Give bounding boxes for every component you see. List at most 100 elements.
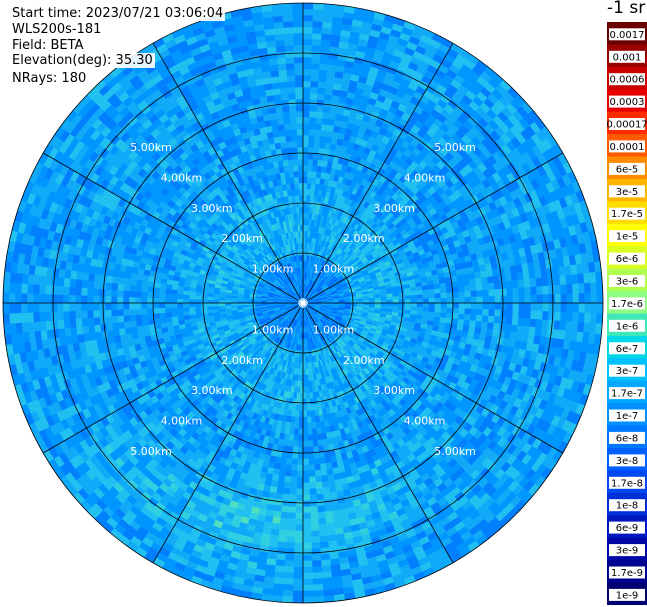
- heatmap-cell: [277, 475, 286, 483]
- heatmap-cell: [578, 283, 586, 294]
- heatmap-cell: [302, 182, 308, 190]
- heatmap-cell: [374, 302, 382, 306]
- heatmap-cell: [398, 306, 406, 311]
- heatmap-cell: [464, 308, 472, 315]
- heatmap-cell: [547, 276, 555, 287]
- heatmap-cell: [410, 290, 417, 296]
- heatmap-cell: [434, 302, 442, 309]
- heatmap-cell: [302, 176, 308, 184]
- heatmap-cell: [554, 311, 562, 322]
- heatmap-cell: [392, 299, 400, 304]
- heatmap-cell: [305, 392, 310, 400]
- heatmap-cell: [488, 296, 496, 304]
- heatmap-cell: [410, 298, 418, 304]
- heatmap-cell: [307, 440, 314, 448]
- heatmap-cell: [277, 535, 287, 543]
- heatmap-cell: [302, 74, 312, 82]
- heatmap-cell: [302, 410, 308, 418]
- heatmap-cell: [506, 288, 514, 297]
- heatmap-cell: [299, 392, 304, 400]
- heatmap-cell: [446, 297, 454, 304]
- heatmap-cell: [286, 524, 296, 532]
- heatmap-cell: [275, 553, 286, 561]
- heatmap-cell: [316, 499, 325, 507]
- heatmap-cell: [311, 428, 318, 435]
- heatmap-cell: [319, 541, 329, 549]
- heatmap-cell: [311, 434, 318, 441]
- heatmap-cell: [522, 271, 530, 281]
- heatmap-cell: [293, 422, 300, 430]
- heatmap-cell: [312, 584, 324, 592]
- heatmap-cell: [317, 81, 327, 89]
- heatmap-cell: [380, 296, 388, 301]
- heatmap-cell: [310, 416, 316, 423]
- heatmap-cell: [310, 62, 320, 70]
- heatmap-cell: [285, 457, 293, 465]
- heatmap-cell: [470, 290, 478, 298]
- heatmap-cell: [416, 302, 424, 308]
- heatmap-cell: [302, 512, 311, 520]
- heatmap-cell: [542, 302, 550, 312]
- heatmap-cell: [302, 452, 309, 460]
- heatmap-cell: [326, 468, 334, 476]
- heatmap-cell: [280, 457, 287, 465]
- heatmap-cell: [398, 302, 406, 307]
- heatmap-cell: [451, 313, 459, 320]
- heatmap-cell: [293, 434, 299, 442]
- heatmap-cell: [272, 510, 282, 519]
- heatmap-cell: [322, 486, 330, 495]
- heatmap-cell: [308, 458, 315, 466]
- heatmap-cell: [302, 380, 307, 388]
- heatmap-cell: [302, 140, 309, 148]
- heatmap-cell: [458, 291, 466, 298]
- heatmap-cell: [302, 548, 312, 556]
- heatmap-cell: [542, 311, 550, 321]
- heatmap-cell: [321, 117, 330, 125]
- heatmap-cell: [309, 506, 318, 514]
- heatmap-cell: [296, 470, 304, 478]
- heatmap-cell: [524, 310, 532, 320]
- heatmap-cell: [311, 171, 318, 178]
- heatmap-cell: [469, 314, 477, 322]
- heatmap-cell: [578, 312, 586, 323]
- heatmap-cell: [536, 286, 544, 296]
- heatmap-cell: [488, 302, 496, 310]
- heatmap-cell: [487, 282, 495, 291]
- heatmap-cell: [294, 524, 304, 532]
- heatmap-cell: [309, 494, 318, 502]
- heatmap-cell: [505, 317, 513, 326]
- heatmap-cell: [308, 122, 316, 130]
- heatmap-cell: [302, 32, 313, 40]
- heatmap-cell: [313, 3, 325, 10]
- heatmap-cell: [282, 584, 294, 592]
- heatmap-cell: [309, 398, 314, 405]
- heatmap-cell: [312, 26, 323, 34]
- heatmap-cell: [295, 500, 304, 508]
- heatmap-cell: [308, 134, 315, 142]
- heatmap-cell: [302, 164, 309, 172]
- heatmap-cell: [530, 302, 538, 312]
- heatmap-cell: [470, 296, 478, 304]
- heatmap-cell: [317, 511, 326, 519]
- heatmap-cell: [307, 158, 314, 166]
- heatmap-cell: [310, 512, 319, 520]
- heatmap-cell: [281, 596, 293, 603]
- heatmap-cell: [302, 122, 310, 130]
- heatmap-cell: [306, 422, 313, 430]
- heatmap-cell: [311, 44, 322, 52]
- heatmap-cell: [313, 457, 321, 465]
- heatmap-cell: [281, 451, 288, 459]
- heatmap-cell: [317, 439, 324, 447]
- heatmap-cell: [530, 294, 538, 304]
- heatmap-cell: [316, 493, 324, 501]
- heatmap-cell: [312, 14, 324, 22]
- heatmap-cell: [302, 134, 310, 142]
- heatmap-cell: [325, 522, 335, 530]
- heatmap-cell: [463, 285, 471, 292]
- heatmap-cell: [286, 536, 296, 544]
- heatmap-cell: [324, 510, 334, 519]
- heatmap-cell: [553, 275, 561, 286]
- heatmap-cell: [297, 440, 304, 448]
- heatmap-cell: [275, 559, 286, 567]
